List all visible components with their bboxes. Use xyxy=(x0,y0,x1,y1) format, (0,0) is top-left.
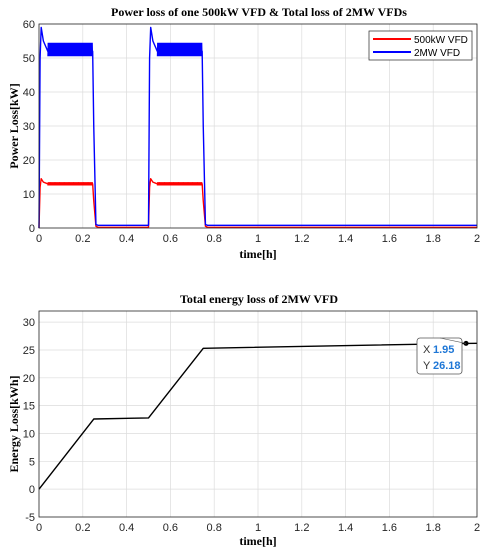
y-tick-label: 5 xyxy=(29,456,35,468)
series-ripple-1 xyxy=(47,42,94,57)
legend-label-500kw: 500kW VFD xyxy=(414,35,468,46)
x-tick-label: 0.4 xyxy=(119,522,134,534)
y-tick-label: 30 xyxy=(23,121,35,133)
y-tick-label: -5 xyxy=(25,512,35,524)
x-tick-label: 1.4 xyxy=(338,233,353,245)
x-tick-label: 0.4 xyxy=(119,233,134,245)
x-tick-label: 1.6 xyxy=(382,233,397,245)
y-tick-label: 20 xyxy=(23,373,35,385)
y-tick-label: 20 xyxy=(23,155,35,167)
legend-box xyxy=(368,30,473,61)
datatip[interactable]: X 1.95 Y 26.18 xyxy=(416,337,469,375)
datatip-connector xyxy=(439,337,467,344)
series-line-1 xyxy=(38,26,477,229)
datatip-box xyxy=(416,337,463,375)
x-tick-label: 0.6 xyxy=(163,522,178,534)
plot-frame xyxy=(38,23,478,229)
x-tick-label: 1.8 xyxy=(426,522,441,534)
y-tick-label: 60 xyxy=(23,19,35,31)
plot-frame xyxy=(38,310,478,518)
y-tick-label: 50 xyxy=(23,53,35,65)
x-axis-label: time[h] xyxy=(239,247,276,261)
series-line-0 xyxy=(38,178,477,229)
y-tick-label: 0 xyxy=(29,223,35,235)
x-tick-label: 1.2 xyxy=(294,233,309,245)
x-axis-label: time[h] xyxy=(239,534,276,548)
x-tick-label: 2 xyxy=(474,522,480,534)
x-tick-label: 0.6 xyxy=(163,233,178,245)
chart-title-energy-loss: Total energy loss of 2MW VFD xyxy=(180,292,338,306)
x-tick-label: 0.8 xyxy=(207,233,222,245)
legend: 500kW VFD 2MW VFD xyxy=(368,30,473,61)
datatip-x-label: X xyxy=(423,344,431,356)
legend-label-2mw: 2MW VFD xyxy=(414,48,460,59)
y-tick-label: 15 xyxy=(23,401,35,413)
x-tick-label: 0.8 xyxy=(207,522,222,534)
x-tick-label: 1 xyxy=(255,522,261,534)
y-tick-label: 10 xyxy=(23,428,35,440)
x-tick-label: 2 xyxy=(474,233,480,245)
x-tick-label: 0 xyxy=(36,522,42,534)
datatip-y-value: 26.18 xyxy=(433,360,461,372)
datatip-x-value: 1.95 xyxy=(433,344,454,356)
power-loss-chart: Power loss of one 500kW VFD & Total loss… xyxy=(7,5,480,261)
y-tick-label: 25 xyxy=(23,345,35,357)
y-axis-label: Power Loss[kW] xyxy=(7,83,21,168)
chart-title-power-loss: Power loss of one 500kW VFD & Total loss… xyxy=(111,5,407,19)
y-tick-label: 30 xyxy=(23,317,35,329)
x-tick-label: 1.2 xyxy=(294,522,309,534)
y-tick-label: 0 xyxy=(29,484,35,496)
x-tick-label: 1.6 xyxy=(382,522,397,534)
y-axis-label: Energy Loss[kWh] xyxy=(7,375,21,472)
x-tick-label: 1.4 xyxy=(338,522,353,534)
energy-loss-chart: Total energy loss of 2MW VFD 0 0.2 0.4 0.6 0… xyxy=(7,292,480,548)
x-tick-label: 0 xyxy=(36,233,42,245)
y-tick-label: 10 xyxy=(23,189,35,201)
x-tick-label: 1.8 xyxy=(426,233,441,245)
x-tick-label: 0.2 xyxy=(75,233,90,245)
datatip-y-label: Y xyxy=(423,360,431,372)
series-ripple-1 xyxy=(156,42,203,57)
y-tick-label: 40 xyxy=(23,87,35,99)
x-tick-label: 0.2 xyxy=(75,522,90,534)
x-tick-label: 1 xyxy=(255,233,261,245)
